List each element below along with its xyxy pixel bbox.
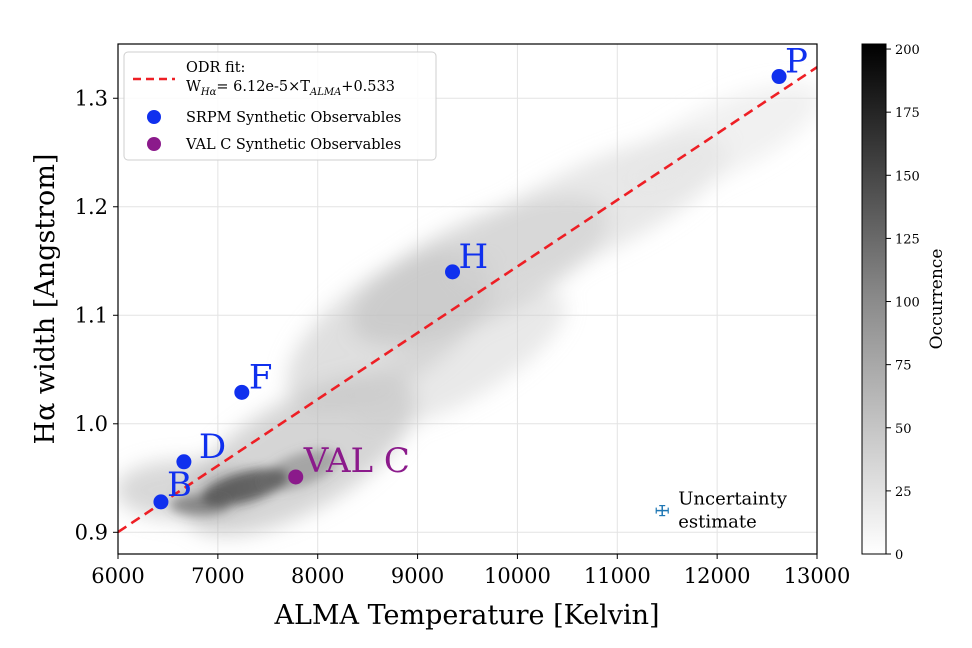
data-point: [234, 384, 250, 400]
legend-fit-w-sub: Hα: [200, 87, 217, 98]
x-tick-label: 10000: [484, 564, 551, 588]
y-tick-label: 1.2: [75, 195, 108, 219]
data-point: [288, 469, 304, 485]
uncertainty-label-line1: Uncertainty: [678, 489, 788, 510]
legend-fit-label-line2: WHα= 6.12e-5×TALMA+0.533: [186, 79, 395, 98]
data-point: [176, 454, 192, 470]
y-axis: 0.9 1.0 1.1 1.2 1.3: [75, 86, 118, 544]
density-core: [170, 495, 230, 515]
colorbar-tick-label: 75: [895, 359, 912, 374]
legend-srpm-swatch: [147, 110, 161, 124]
fit-line: [118, 66, 817, 534]
colorbar-tick-label: 50: [895, 422, 912, 437]
colorbar-tick-label: 200: [895, 43, 920, 58]
data-point-label: B: [167, 465, 192, 505]
colorbar-tick-label: 150: [895, 169, 920, 184]
legend-fit-eq-mid: = 6.12e-5×T: [216, 79, 310, 95]
density-blob: [619, 83, 817, 197]
legend-valc-swatch: [147, 137, 161, 151]
data-point-label: P: [785, 42, 808, 82]
data-point: [153, 494, 169, 510]
y-tick-label: 0.9: [75, 520, 108, 544]
y-tick-label: 1.3: [75, 86, 108, 110]
colorbar-gradient: [861, 43, 887, 555]
y-axis-title: Hα width [Angstrom]: [30, 154, 61, 445]
y-tick-label: 1.0: [75, 412, 108, 436]
x-tick-label: 6000: [91, 564, 144, 588]
plot-frame: [117, 43, 818, 555]
data-point-label: H: [459, 237, 489, 277]
legend-box: [123, 51, 437, 161]
density-core: [262, 449, 338, 491]
data-point-label: F: [249, 357, 273, 397]
points-layer: BDF H P VAL C: [153, 42, 808, 510]
x-axis-title: ALMA Temperature [Kelvin]: [273, 600, 659, 631]
legend-valc-label: VAL C Synthetic Observables: [185, 137, 401, 153]
x-tick-label: 13000: [784, 564, 851, 588]
x-axis: 6000 7000 8000 9000 10000 11000 12000 13000: [91, 554, 850, 588]
colorbar-tick-label: 125: [895, 232, 920, 247]
x-tick-label: 8000: [291, 564, 344, 588]
legend: ODR fit: WHα= 6.12e-5×TALMA+0.533 SRPM S…: [123, 51, 437, 161]
legend-srpm-label: SRPM Synthetic Observables: [186, 110, 401, 126]
colorbar-ticks: 0 25 50 75 100 125 150 175 200: [886, 43, 920, 563]
data-point-label: VAL C: [303, 441, 410, 481]
x-tick-label: 12000: [684, 564, 751, 588]
x-tick-label: 7000: [191, 564, 244, 588]
legend-fit-eq-end: +0.533: [341, 79, 395, 95]
legend-fit-w: W: [186, 79, 201, 95]
data-point: [445, 264, 461, 280]
data-point: [771, 69, 787, 85]
colorbar: 0 25 50 75 100 125 150 175 200 Occurrence: [861, 43, 947, 563]
colorbar-tick-label: 175: [895, 106, 920, 121]
legend-fit-t-sub: ALMA: [309, 87, 341, 98]
colorbar-tick-label: 0: [895, 548, 903, 563]
colorbar-title: Occurrence: [927, 249, 947, 350]
data-point-label: D: [199, 427, 226, 467]
fit-layer: [118, 66, 817, 534]
density-blob: [354, 290, 566, 430]
legend-fit-label-line1: ODR fit:: [186, 60, 245, 76]
colorbar-tick-label: 25: [895, 485, 912, 500]
x-tick-label: 9000: [391, 564, 444, 588]
y-tick-label: 1.1: [75, 303, 108, 327]
uncertainty-label-line2: estimate: [678, 512, 757, 533]
x-tick-label: 11000: [584, 564, 651, 588]
colorbar-tick-label: 100: [895, 296, 920, 311]
